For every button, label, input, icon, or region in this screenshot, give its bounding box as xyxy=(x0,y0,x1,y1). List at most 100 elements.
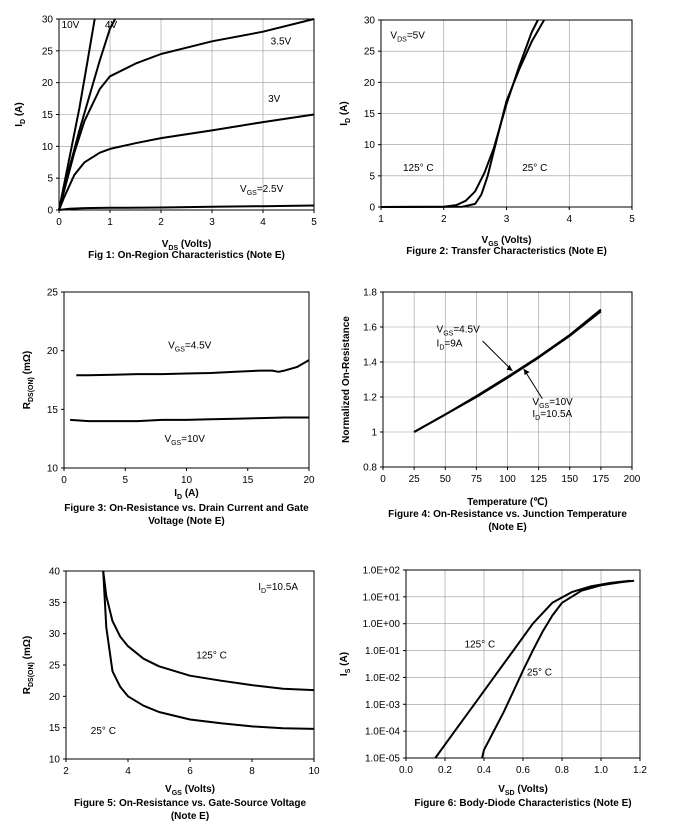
x-tick-label: 1 xyxy=(107,217,113,228)
x-tick-label: 10 xyxy=(308,766,320,777)
chart-caption: Voltage (Note E) xyxy=(148,516,224,527)
series-line xyxy=(413,310,602,433)
y-tick-label: 20 xyxy=(42,78,54,89)
annotation: 4V xyxy=(105,20,118,31)
annotation: ID=9A xyxy=(437,338,463,351)
x-tick-label: 75 xyxy=(471,474,483,485)
y-tick-label: 10 xyxy=(49,755,61,766)
y-tick-label: 25 xyxy=(364,47,376,58)
y-tick-label: 20 xyxy=(49,692,61,703)
y-tick-label: 1.0E+00 xyxy=(362,619,400,630)
annotation: ID=10.5A xyxy=(532,409,572,422)
annotation: VGS=4.5V xyxy=(168,340,212,353)
series-line xyxy=(76,359,310,377)
y-tick-label: 15 xyxy=(364,109,376,120)
x-tick-label: 200 xyxy=(624,474,641,485)
series-line xyxy=(58,113,315,211)
chart-fig4: 0 25 50 75 100 125 150 175 200 0.8 1 1.2 1.4 1.6 1.8 Te… xyxy=(341,288,641,534)
y-tick-label: 1.0E+02 xyxy=(362,566,400,577)
x-tick-label: 3 xyxy=(209,217,215,228)
y-tick-label: 1 xyxy=(371,428,377,439)
chart-caption: Figure 2: Transfer Characteristics (Note… xyxy=(406,246,607,257)
y-tick-label: 30 xyxy=(49,629,61,640)
x-tick-label: 5 xyxy=(122,475,128,486)
x-tick-label: 15 xyxy=(242,475,254,486)
y-tick-label: 5 xyxy=(369,171,375,182)
y-tick-label: 0.8 xyxy=(363,463,377,474)
y-tick-label: 35 xyxy=(49,598,61,609)
y-tick-label: 1.4 xyxy=(363,358,377,369)
x-tick-label: 0.0 xyxy=(399,765,413,776)
y-tick-label: 1.0E-04 xyxy=(365,727,400,738)
y-axis-label: Normalized On-Resistance xyxy=(341,316,352,443)
y-tick-label: 0 xyxy=(369,203,375,214)
series-line xyxy=(102,570,315,730)
annotation: 125° C xyxy=(465,640,496,651)
y-tick-label: 0 xyxy=(47,206,53,217)
y-axis-label: ID (A) xyxy=(339,101,352,126)
x-tick-label: 125 xyxy=(530,474,547,485)
y-tick-label: 20 xyxy=(47,346,59,357)
x-tick-label: 0.8 xyxy=(555,765,569,776)
y-tick-label: 1.0E+01 xyxy=(362,592,400,603)
x-tick-label: 4 xyxy=(260,217,266,228)
y-tick-label: 25 xyxy=(49,661,61,672)
annotation: VGS=4.5V xyxy=(437,324,481,337)
y-tick-label: 10 xyxy=(364,140,376,151)
annotation: VGS=2.5V xyxy=(240,184,284,197)
x-tick-label: 0.6 xyxy=(516,765,530,776)
y-tick-label: 20 xyxy=(364,78,376,89)
annotation: 3V xyxy=(268,94,281,105)
chart-caption: Figure 4: On-Resistance vs. Junction Tem… xyxy=(388,509,627,520)
x-axis-label: Temperature (℃) xyxy=(467,497,548,508)
chart-fig5: 2 4 6 8 10 10 15 20 25 30 35 40 VGS (Volts) RDS(ON) (… xyxy=(22,567,320,823)
y-axis-label: RDS(ON) (mΩ) xyxy=(22,351,35,409)
x-tick-label: 1.2 xyxy=(633,765,647,776)
x-axis-label: VGS (Volts) xyxy=(482,235,532,248)
annotation: 3.5V xyxy=(271,36,292,47)
y-tick-label: 25 xyxy=(47,288,59,299)
x-tick-label: 175 xyxy=(593,474,610,485)
annotation: VDS=5V xyxy=(390,31,425,44)
series-line xyxy=(58,204,315,211)
series-line xyxy=(380,19,545,208)
y-axis-label: ID (A) xyxy=(14,102,27,127)
chart-caption: Figure 6: Body-Diode Characteristics (No… xyxy=(414,798,631,809)
chart-caption: (Note E) xyxy=(171,811,209,822)
x-tick-label: 0 xyxy=(61,475,67,486)
y-tick-label: 1.2 xyxy=(363,393,377,404)
annotation: ID=10.5A xyxy=(258,582,298,595)
chart-caption: Fig 1: On-Region Characteristics (Note E… xyxy=(88,250,285,261)
annotation: 25° C xyxy=(522,163,547,174)
annotation: 10V xyxy=(62,20,80,31)
x-tick-label: 0.2 xyxy=(438,765,452,776)
y-tick-label: 10 xyxy=(42,142,54,153)
x-tick-label: 6 xyxy=(187,766,193,777)
y-tick-label: 15 xyxy=(47,405,59,416)
x-tick-label: 2 xyxy=(441,214,447,225)
series-line xyxy=(58,18,315,211)
chart-caption: Figure 3: On-Resistance vs. Drain Curren… xyxy=(64,503,309,514)
chart-fig6: 0.0 0.2 0.4 0.6 0.8 1.0 1.2 1.0E-05 1.0E-04 1.0E-… xyxy=(339,566,647,810)
x-tick-label: 20 xyxy=(303,475,315,486)
chart-fig3: 0 5 10 15 20 10 15 20 25 ID (A) RDS(ON) (mΩ) VGS=4.… xyxy=(22,288,315,528)
x-tick-label: 2 xyxy=(158,217,164,228)
x-axis-label: VGS (Volts) xyxy=(165,784,215,797)
x-tick-label: 1 xyxy=(378,214,384,225)
chart-caption: Figure 5: On-Resistance vs. Gate-Source … xyxy=(74,798,307,809)
x-tick-label: 4 xyxy=(566,214,572,225)
y-tick-label: 1.6 xyxy=(363,323,377,334)
y-tick-label: 25 xyxy=(42,46,54,57)
x-tick-label: 2 xyxy=(63,766,69,777)
x-tick-label: 150 xyxy=(561,474,578,485)
y-tick-label: 15 xyxy=(42,110,54,121)
y-tick-label: 1.0E-05 xyxy=(365,754,400,765)
x-tick-label: 3 xyxy=(504,214,510,225)
annotation: 25° C xyxy=(91,726,116,737)
x-axis-label: ID (A) xyxy=(174,488,199,501)
annotation-arrowhead xyxy=(523,369,530,375)
x-tick-label: 5 xyxy=(629,214,635,225)
x-tick-label: 8 xyxy=(249,766,255,777)
y-tick-label: 1.0E-02 xyxy=(365,673,400,684)
